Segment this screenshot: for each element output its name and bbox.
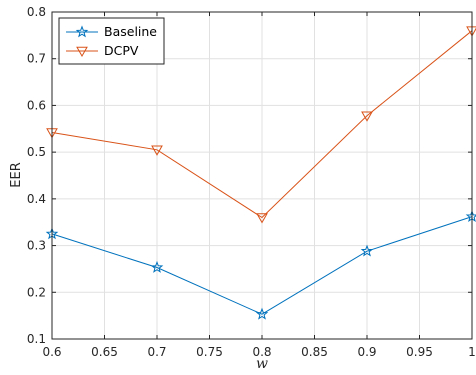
x-tick-label: 0.8 [252, 345, 271, 359]
legend-marker [76, 46, 88, 58]
x-tick-label: 0.9 [357, 345, 376, 359]
y-tick-label: 0.8 [27, 5, 46, 19]
series-line [51, 30, 473, 219]
x-tick-label: 1 [468, 345, 476, 359]
y-tick-label: 0.4 [27, 192, 46, 206]
y-tick-label: 0.6 [27, 98, 46, 112]
x-tick-label: 0.85 [301, 345, 328, 359]
y-tick-label: 0.5 [27, 145, 46, 159]
x-tick-label: 0.6 [42, 345, 61, 359]
data-point [150, 260, 164, 273]
y-tick-label: 0.3 [27, 239, 46, 253]
legend-marker-dcpv [76, 46, 88, 58]
series-layer [45, 26, 476, 320]
legend-label-baseline: Baseline [104, 24, 157, 39]
data-point [360, 244, 374, 257]
x-tick-label: 0.65 [91, 345, 118, 359]
x-tick-label: 0.95 [406, 345, 433, 359]
y-tick-label: 0.1 [27, 332, 46, 346]
legend-marker [75, 25, 89, 38]
y-tick-label: 0.7 [27, 52, 46, 66]
data-point [255, 307, 269, 320]
y-tick-label: 0.2 [27, 285, 46, 299]
legend-marker-baseline [75, 25, 89, 38]
data-point [256, 213, 268, 224]
legend-label-dcpv: DCPV [104, 43, 139, 58]
x-tick-label: 0.7 [147, 345, 166, 359]
legend-box [58, 17, 165, 65]
x-tick-label: 0.75 [196, 345, 223, 359]
tick-labels: 0.6 0.65 0.7 0.75 0.8 0.85 0.9 0.95 1 0.1 0.2 0.3 0.… [27, 5, 476, 359]
series-line [51, 216, 473, 315]
x-axis-label: w [256, 356, 268, 372]
data-point [151, 145, 163, 156]
legend: Baseline DCPV [58, 17, 165, 65]
axis-ticks [51, 11, 473, 340]
y-axis-label: EER [9, 162, 24, 187]
data-point [361, 111, 373, 122]
